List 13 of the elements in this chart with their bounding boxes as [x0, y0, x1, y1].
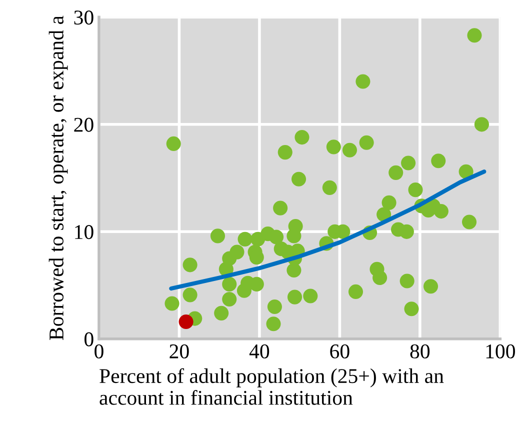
- x-axis-title: Percent of adult population (25+) with an account in financial institution: [100, 368, 444, 405]
- x-tick-label: 40: [249, 344, 270, 358]
- x-tick-label: 20: [170, 344, 189, 358]
- x-tick-label: 0: [94, 344, 104, 358]
- y-tick-label: 0: [84, 332, 94, 346]
- x-tick-label: 60: [330, 344, 350, 358]
- y-tick-label: 30: [74, 10, 94, 25]
- x-tick-label: 80: [410, 344, 430, 358]
- y-axis-title: Borrowed to start, operate, or expand a: [48, 16, 68, 340]
- y-tick-label: 10: [75, 225, 94, 240]
- y-tick-label: 20: [74, 118, 94, 132]
- line-series: [169, 170, 486, 291]
- x-tick-label: 100: [486, 344, 515, 358]
